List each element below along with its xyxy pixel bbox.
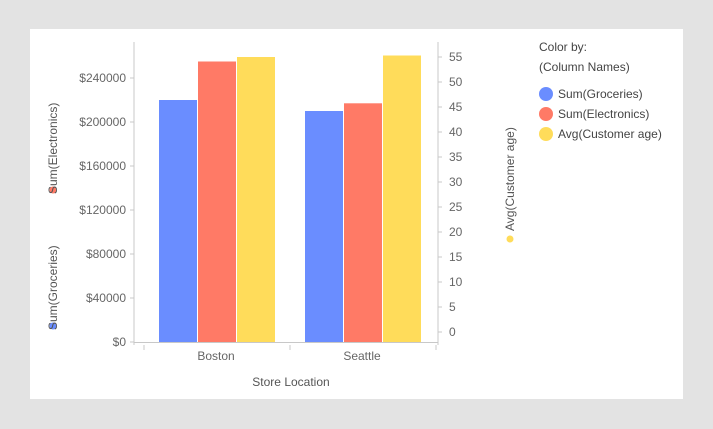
- left-tick-label: $0: [113, 335, 127, 349]
- legend-swatch: [539, 107, 553, 121]
- right-tick-label: 20: [449, 225, 463, 239]
- bar-seattle-2[interactable]: [383, 55, 421, 343]
- right-tick-label: 55: [449, 50, 463, 64]
- right-tick-label: 25: [449, 200, 463, 214]
- left-axis: $0 $40000 $80000 $120000 $160000 $200000 $2400…: [79, 42, 135, 349]
- legend-label: Sum(Groceries): [558, 87, 643, 101]
- x-tick-label: Boston: [197, 349, 234, 363]
- left-tick-label: $40000: [86, 291, 126, 305]
- right-axis-legend-dot: [505, 234, 515, 244]
- legend-swatch: [539, 127, 553, 141]
- legend-subtitle: (Column Names): [539, 60, 630, 74]
- right-tick-label: 50: [449, 75, 463, 89]
- bar-chart: $0 $40000 $80000 $120000 $160000 $200000 $2400…: [46, 40, 662, 389]
- right-axis-title: Avg(Customer age): [503, 127, 517, 231]
- left-axis-title: Sum(Groceries) Sum(Electronics): [46, 103, 60, 331]
- right-tick-label: 45: [449, 100, 463, 114]
- legend-title: Color by:: [539, 40, 587, 54]
- right-tick-label: 0: [449, 325, 456, 339]
- left-axis-title-0: Sum(Groceries): [46, 245, 60, 330]
- right-tick-label: 10: [449, 275, 463, 289]
- legend-item[interactable]: Sum(Groceries): [539, 87, 643, 101]
- bar-boston-2[interactable]: [237, 57, 275, 342]
- legend-item[interactable]: Sum(Electronics): [539, 107, 649, 121]
- right-tick-label: 40: [449, 125, 463, 139]
- left-tick-label: $200000: [79, 115, 126, 129]
- right-axis: 0 5 10 15 20 25 30 35 40 45 50 55: [437, 42, 463, 345]
- left-tick-label: $120000: [79, 203, 126, 217]
- legend-label: Sum(Electronics): [558, 107, 649, 121]
- bars: [159, 55, 421, 343]
- right-tick-label: 35: [449, 150, 463, 164]
- bar-seattle-0[interactable]: [305, 111, 343, 342]
- left-tick-label: $160000: [79, 159, 126, 173]
- left-tick-label: $240000: [79, 71, 126, 85]
- legend-swatch: [539, 87, 553, 101]
- right-tick-label: 5: [449, 300, 456, 314]
- left-axis-legend-dot: [48, 321, 58, 331]
- chart-card: $0 $40000 $80000 $120000 $160000 $200000 $2400…: [30, 29, 683, 399]
- x-axis: Boston Seattle Store Location: [134, 342, 438, 389]
- left-axis-title-1: Sum(Electronics): [46, 103, 60, 194]
- right-tick-label: 30: [449, 175, 463, 189]
- right-tick-label: 15: [449, 250, 463, 264]
- left-tick-label: $80000: [86, 247, 126, 261]
- left-axis-legend-dot: [48, 185, 58, 195]
- bar-boston-1[interactable]: [198, 61, 236, 343]
- legend-item[interactable]: Avg(Customer age): [539, 127, 662, 141]
- bar-boston-0[interactable]: [159, 100, 197, 342]
- right-axis-title: Avg(Customer age): [503, 127, 517, 244]
- legend-label: Avg(Customer age): [558, 127, 662, 141]
- x-tick-label: Seattle: [343, 349, 381, 363]
- x-axis-title: Store Location: [252, 375, 329, 389]
- bar-seattle-1[interactable]: [344, 103, 382, 342]
- legend[interactable]: Color by: (Column Names) Sum(Groceries) Sum…: [539, 40, 662, 141]
